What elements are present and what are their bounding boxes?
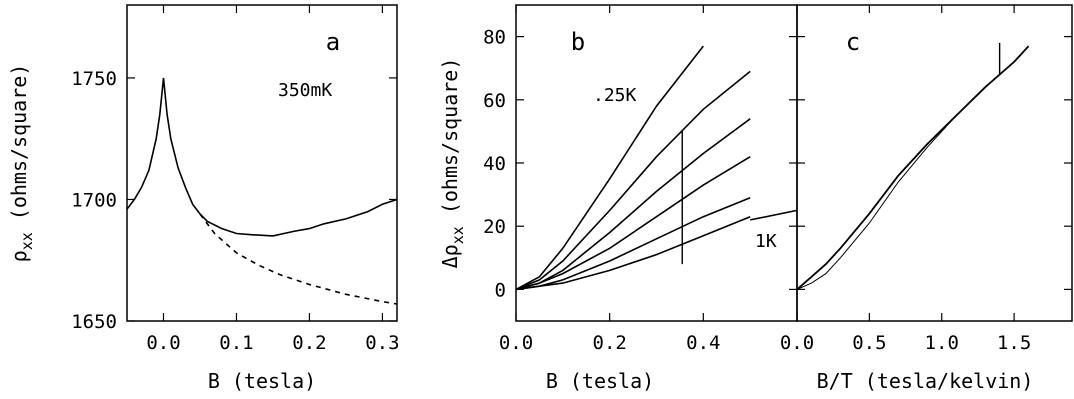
panel-b-series-1 <box>515 70 751 291</box>
panel-a-xtick-label: 0.3 <box>365 332 399 354</box>
panel-b-ytick-label: 0 <box>495 279 506 301</box>
panel-c-xtick-label: 1.5 <box>997 332 1031 354</box>
panel-a-xlabel: B (tesla) <box>208 369 316 393</box>
panel-c-series-0 <box>796 45 1030 291</box>
panel-a-ytick-label: 1750 <box>71 68 117 90</box>
panel-b-ylabel: Δρxx (ohms/square) <box>438 58 467 269</box>
panel-a-xtick-label: 0.1 <box>219 332 253 354</box>
panel-b-series-5 <box>515 215 751 291</box>
panel-c-xtick-label: 0.0 <box>780 332 814 354</box>
panel-b-series-0 <box>515 45 704 291</box>
panel-a-frame <box>126 4 398 322</box>
panel-a-temperature-label: 350mK <box>278 80 332 101</box>
panel-a-series-solid <box>126 77 398 237</box>
panel-b-series-3 <box>515 156 751 291</box>
panel-b-xlabel: B (tesla) <box>546 369 654 393</box>
panel-a-ylabel: ρxx (ohms/square) <box>7 64 36 263</box>
panel-a: 1650 1700 1750 0.0 0.1 0.2 0.3 a 350mK B (tesla) ρ… <box>7 4 400 393</box>
panel-c-series-1 <box>796 115 957 290</box>
panel-b-letter: b <box>571 28 585 56</box>
panel-b-ytick-label: 80 <box>483 27 506 49</box>
panel-c-xlabel: B/T (tesla/kelvin) <box>817 369 1034 393</box>
panel-c-frame <box>796 4 1073 322</box>
panel-b-xtick-label: 0.2 <box>593 332 627 354</box>
panel-c-xtick-label: 1.0 <box>925 332 959 354</box>
panel-b-xtick-label: 0.4 <box>686 332 720 354</box>
panel-c-xtick-label: 0.5 <box>852 332 886 354</box>
panel-a-xtick-label: 0.2 <box>292 332 326 354</box>
panel-b-ytick-label: 20 <box>483 216 506 238</box>
panel-b-series-6 <box>750 209 798 221</box>
panel-b-label-1K: 1K <box>755 231 777 252</box>
panel-b: 0 20 40 60 80 0.0 0.2 0.4 b .25K 1K B (tesla) Δρxx (… <box>438 4 798 393</box>
panel-a-ytick-label: 1700 <box>71 189 117 211</box>
panel-b-ytick-label: 40 <box>483 153 506 175</box>
panel-c-letter: c <box>846 28 860 56</box>
panel-c: 0.0 0.5 1.0 1.5 c B/T (tesla/kelvin) <box>780 4 1073 393</box>
panel-b-series-2 <box>515 118 751 291</box>
panel-b-xtick-label: 0.0 <box>499 332 533 354</box>
panel-b-ytick-label: 60 <box>483 90 506 112</box>
panel-b-label-25K: .25K <box>593 85 637 106</box>
panel-a-ytick-label: 1650 <box>71 311 117 333</box>
panel-a-series-dashed <box>199 213 398 305</box>
panel-a-letter: a <box>326 28 340 56</box>
panel-a-xtick-label: 0.0 <box>146 332 180 354</box>
